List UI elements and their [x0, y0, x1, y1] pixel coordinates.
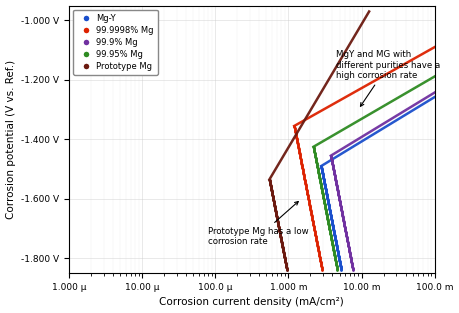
- X-axis label: Corrosion current density (mA/cm²): Corrosion current density (mA/cm²): [159, 297, 344, 307]
- Text: MgY and MG with
different purities have a
high corrosion rate: MgY and MG with different purities have …: [336, 50, 441, 106]
- Text: Prototype Mg has a low
corrosion rate: Prototype Mg has a low corrosion rate: [208, 202, 309, 246]
- Y-axis label: Corrosion potential (V vs. Ref.): Corrosion potential (V vs. Ref.): [6, 60, 16, 219]
- Legend: Mg-Y, 99.9998% Mg, 99.9% Mg, 99.95% Mg, Prototype Mg: Mg-Y, 99.9998% Mg, 99.9% Mg, 99.95% Mg, …: [73, 10, 158, 75]
